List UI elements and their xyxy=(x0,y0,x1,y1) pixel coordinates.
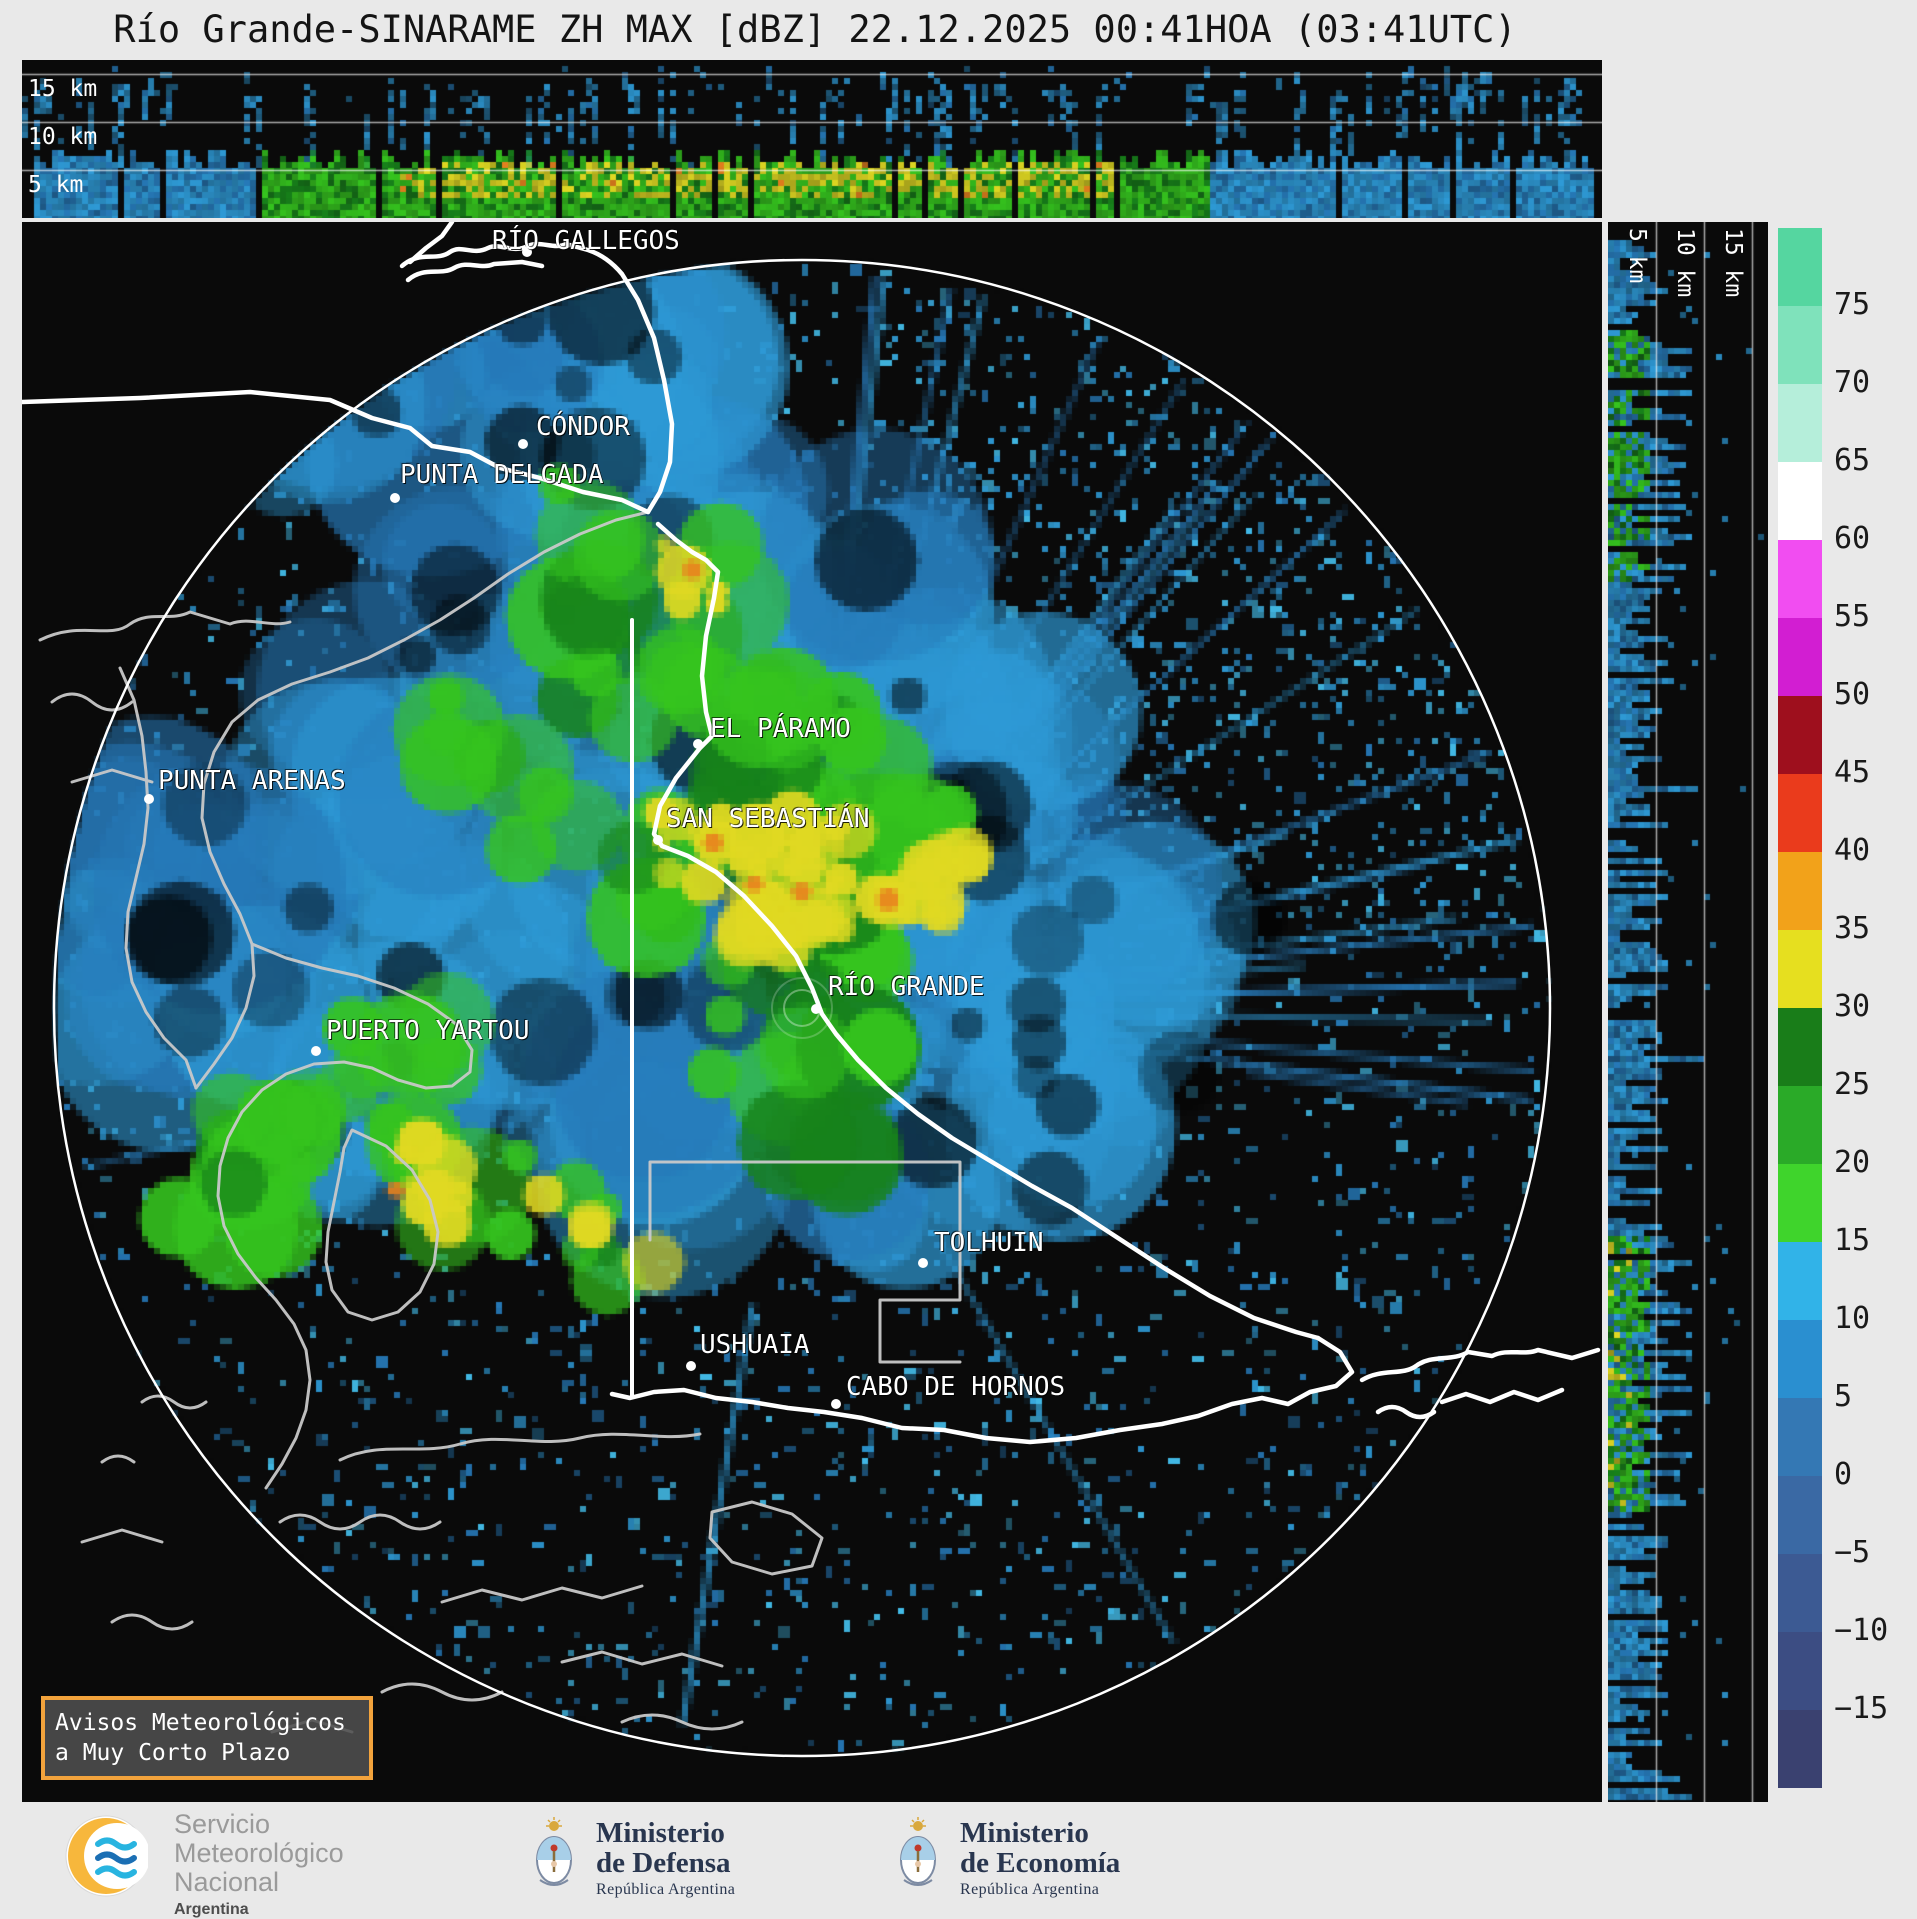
defensa-crest-icon xyxy=(536,1817,572,1886)
colorbar-segment xyxy=(1778,1008,1822,1086)
city-dot xyxy=(653,835,663,845)
smn-wordmark: Servicio Meteorológico Nacional Argentin… xyxy=(174,1810,344,1919)
cross-section-right-canvas xyxy=(1608,222,1768,1802)
height-label-right: 15 km xyxy=(1720,228,1746,298)
city-dot xyxy=(311,1046,321,1056)
smn-logo xyxy=(65,1815,148,1897)
city-dot xyxy=(831,1399,841,1409)
smn-name-line1: Servicio xyxy=(174,1809,271,1839)
colorbar-tick-label: 55 xyxy=(1834,598,1871,634)
colorbar-segment xyxy=(1778,384,1822,462)
city-label: SAN SEBASTIÁN xyxy=(666,804,870,834)
city-label: PUERTO YARTOU xyxy=(326,1016,530,1046)
city-dot xyxy=(390,493,400,503)
height-label-top: 10 km xyxy=(28,124,98,150)
colorbar-segment xyxy=(1778,1086,1822,1164)
height-label-top: 5 km xyxy=(28,172,84,198)
height-label-right: 5 km xyxy=(1624,228,1650,284)
city-label: RÍO GRANDE xyxy=(828,972,985,1002)
defensa-line1: Ministerio xyxy=(596,1817,725,1849)
defensa-line2: de Defensa xyxy=(596,1847,731,1879)
colorbar-tick-label: 20 xyxy=(1834,1144,1871,1180)
city-label: RÍO GALLEGOS xyxy=(492,226,680,256)
colorbar-tick-label: 5 xyxy=(1834,1378,1853,1414)
colorbar-segment xyxy=(1778,306,1822,384)
economia-line1: Ministerio xyxy=(960,1817,1089,1849)
colorbar-segment xyxy=(1778,852,1822,930)
city-label: EL PÁRAMO xyxy=(710,714,851,744)
radar-map-panel: Avisos Meteorológicos a Muy Corto Plazo … xyxy=(22,222,1602,1802)
colorbar-segment xyxy=(1778,1398,1822,1476)
colorbar xyxy=(1778,228,1822,1788)
city-label: PUNTA DELGADA xyxy=(400,460,604,490)
city-dot xyxy=(144,794,154,804)
cross-section-right-panel: 5 km 10 km 15 km xyxy=(1608,222,1768,1802)
colorbar-segment xyxy=(1778,1476,1822,1554)
city-dot xyxy=(518,439,528,449)
colorbar-tick-label: 0 xyxy=(1834,1456,1853,1492)
colorbar-tick-label: 70 xyxy=(1834,364,1871,400)
height-label-right: 10 km xyxy=(1672,228,1698,298)
city-label: CABO DE HORNOS xyxy=(846,1372,1066,1402)
colorbar-tick-label: 65 xyxy=(1834,442,1871,478)
ministry-economia-wordmark: Ministerio de Economía República Argenti… xyxy=(960,1818,1120,1899)
warnings-banner-line2: a Muy Corto Plazo xyxy=(55,1740,291,1766)
product-title: Río Grande-SINARAME ZH MAX [dBZ] 22.12.2… xyxy=(113,8,1517,51)
warnings-banner-line1: Avisos Meteorológicos xyxy=(55,1710,346,1736)
smn-country: Argentina xyxy=(174,1901,249,1918)
colorbar-tick-label: 25 xyxy=(1834,1066,1871,1102)
colorbar-tick-label: −10 xyxy=(1834,1612,1889,1648)
defensa-sub: República Argentina xyxy=(596,1881,736,1898)
smn-name-line2: Meteorológico xyxy=(174,1838,344,1868)
colorbar-segment xyxy=(1778,696,1822,774)
colorbar-segment xyxy=(1778,1632,1822,1710)
smn-name-line3: Nacional xyxy=(174,1867,280,1897)
city-label: PUNTA ARENAS xyxy=(158,766,346,796)
city-label: TOLHUIN xyxy=(934,1228,1044,1258)
colorbar-tick-label: 10 xyxy=(1834,1300,1871,1336)
economia-line2: de Economía xyxy=(960,1847,1121,1879)
economia-sub: República Argentina xyxy=(960,1881,1100,1898)
city-label: USHUAIA xyxy=(700,1330,810,1360)
cross-section-top-canvas xyxy=(22,60,1602,218)
colorbar-tick-label: 60 xyxy=(1834,520,1871,556)
colorbar-tick-label: −5 xyxy=(1834,1534,1871,1570)
city-dot xyxy=(918,1258,928,1268)
colorbar-segment xyxy=(1778,1320,1822,1398)
colorbar-segment xyxy=(1778,1242,1822,1320)
cross-section-top-panel: 15 km 10 km 5 km xyxy=(22,60,1602,218)
colorbar-tick-label: 75 xyxy=(1834,286,1871,322)
economia-crest-icon xyxy=(900,1817,936,1886)
colorbar-tick-label: 15 xyxy=(1834,1222,1871,1258)
colorbar-segment xyxy=(1778,618,1822,696)
colorbar-segment xyxy=(1778,228,1822,306)
colorbar-segment xyxy=(1778,462,1822,540)
colorbar-segment xyxy=(1778,1554,1822,1632)
colorbar-segment xyxy=(1778,540,1822,618)
city-dot xyxy=(686,1361,696,1371)
colorbar-segment xyxy=(1778,930,1822,1008)
height-label-top: 15 km xyxy=(28,76,98,102)
colorbar-segment xyxy=(1778,1164,1822,1242)
footer: Servicio Meteorológico Nacional Argentin… xyxy=(0,1802,1917,1918)
warnings-banner[interactable]: Avisos Meteorológicos a Muy Corto Plazo xyxy=(41,1696,373,1780)
city-dot xyxy=(693,739,703,749)
colorbar-tick-label: 30 xyxy=(1834,988,1871,1024)
colorbar-segment xyxy=(1778,1710,1822,1788)
colorbar-tick-label: 40 xyxy=(1834,832,1871,868)
city-label: CÓNDOR xyxy=(536,412,630,442)
city-dot xyxy=(811,1004,821,1014)
colorbar-segment xyxy=(1778,774,1822,852)
colorbar-tick-label: 35 xyxy=(1834,910,1871,946)
colorbar-tick-label: 50 xyxy=(1834,676,1871,712)
colorbar-tick-label: −15 xyxy=(1834,1690,1889,1726)
ministry-defensa-wordmark: Ministerio de Defensa República Argentin… xyxy=(596,1818,735,1899)
colorbar-tick-label: 45 xyxy=(1834,754,1871,790)
